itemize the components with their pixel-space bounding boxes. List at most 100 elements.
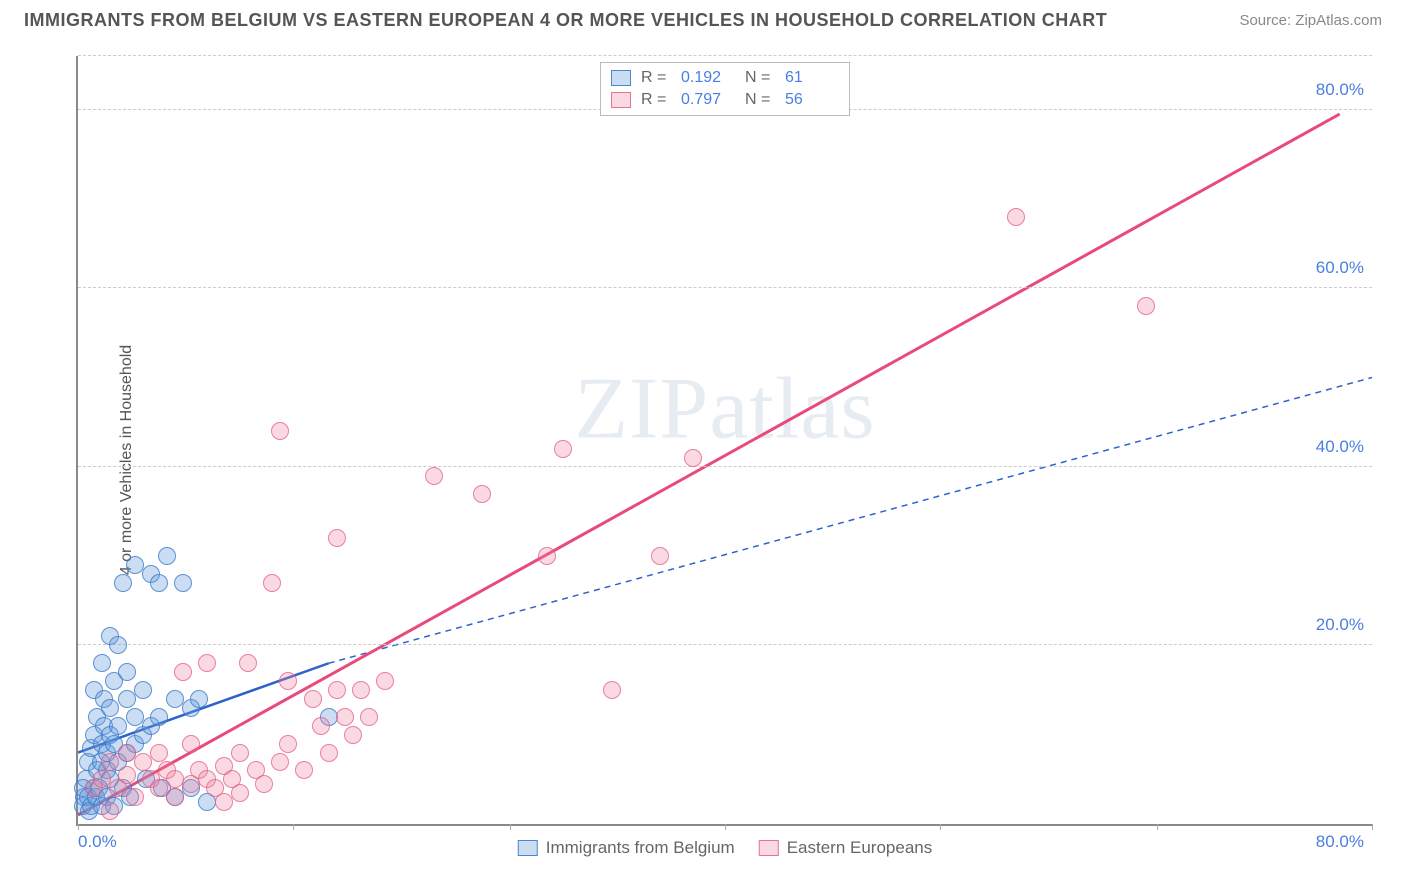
scatter-point	[118, 663, 136, 681]
scatter-point	[328, 529, 346, 547]
x-axis-max-label: 80.0%	[1316, 832, 1364, 852]
legend-swatch-icon	[611, 92, 631, 108]
chart-header: IMMIGRANTS FROM BELGIUM VS EASTERN EUROP…	[0, 0, 1406, 37]
scatter-point	[255, 775, 273, 793]
scatter-point	[126, 788, 144, 806]
legend-r-value: 0.192	[681, 69, 735, 87]
scatter-point	[166, 788, 184, 806]
scatter-point	[150, 744, 168, 762]
scatter-point	[603, 681, 621, 699]
scatter-point	[109, 636, 127, 654]
scatter-point	[118, 744, 136, 762]
legend-series-item: Eastern Europeans	[759, 838, 933, 858]
scatter-point	[158, 547, 176, 565]
gridline-h	[78, 55, 1372, 56]
legend-stat-row: R = 0.192 N = 61	[611, 67, 839, 89]
legend-series-item: Immigrants from Belgium	[518, 838, 735, 858]
scatter-point	[360, 708, 378, 726]
scatter-point	[279, 672, 297, 690]
scatter-point	[1007, 208, 1025, 226]
scatter-point	[150, 708, 168, 726]
scatter-point	[182, 735, 200, 753]
scatter-point	[198, 654, 216, 672]
scatter-point	[320, 744, 338, 762]
scatter-point	[279, 735, 297, 753]
scatter-point	[190, 690, 208, 708]
scatter-point	[134, 681, 152, 699]
legend-series-label: Immigrants from Belgium	[546, 838, 735, 858]
scatter-point	[554, 440, 572, 458]
legend-n-value: 56	[785, 91, 839, 109]
gridline-h	[78, 644, 1372, 645]
scatter-point	[101, 802, 119, 820]
scatter-point	[174, 663, 192, 681]
scatter-point	[538, 547, 556, 565]
scatter-point	[352, 681, 370, 699]
scatter-point	[166, 690, 184, 708]
scatter-point	[312, 717, 330, 735]
legend-n-value: 61	[785, 69, 839, 87]
chart-source: Source: ZipAtlas.com	[1239, 12, 1382, 29]
scatter-point	[473, 485, 491, 503]
legend-n-label: N =	[745, 91, 775, 109]
scatter-point	[101, 699, 119, 717]
scatter-point	[118, 690, 136, 708]
y-tick-label: 80.0%	[1316, 80, 1364, 100]
scatter-point	[93, 770, 111, 788]
x-tick	[725, 824, 726, 830]
scatter-point	[150, 574, 168, 592]
legend-series-label: Eastern Europeans	[787, 838, 933, 858]
scatter-point	[215, 793, 233, 811]
scatter-point	[1137, 297, 1155, 315]
scatter-point	[93, 654, 111, 672]
x-tick	[293, 824, 294, 830]
legend-swatch-icon	[759, 840, 779, 856]
scatter-point	[295, 761, 313, 779]
scatter-point	[263, 574, 281, 592]
gridline-h	[78, 466, 1372, 467]
watermark: ZIPatlas	[574, 359, 875, 460]
scatter-point	[425, 467, 443, 485]
scatter-point	[271, 422, 289, 440]
chart-title: IMMIGRANTS FROM BELGIUM VS EASTERN EUROP…	[24, 10, 1107, 31]
legend-r-value: 0.797	[681, 91, 735, 109]
scatter-point	[328, 681, 346, 699]
legend-r-label: R =	[641, 69, 671, 87]
x-tick	[940, 824, 941, 830]
scatter-point	[150, 779, 168, 797]
scatter-point	[304, 690, 322, 708]
gridline-h	[78, 287, 1372, 288]
scatter-point	[118, 766, 136, 784]
scatter-point	[271, 753, 289, 771]
legend-swatch-icon	[518, 840, 538, 856]
scatter-point	[114, 574, 132, 592]
x-tick	[510, 824, 511, 830]
legend-stat-row: R = 0.797 N = 56	[611, 89, 839, 111]
scatter-point	[231, 744, 249, 762]
scatter-point	[166, 770, 184, 788]
trend-lines	[78, 56, 1372, 824]
plot-region: ZIPatlas R =0.192N =61R =0.797N =56 0.0%…	[76, 56, 1372, 826]
scatter-point	[651, 547, 669, 565]
scatter-point	[684, 449, 702, 467]
y-tick-label: 40.0%	[1316, 437, 1364, 457]
legend-swatch-icon	[611, 70, 631, 86]
scatter-point	[231, 784, 249, 802]
scatter-point	[126, 556, 144, 574]
x-tick	[1372, 824, 1373, 830]
scatter-point	[344, 726, 362, 744]
scatter-point	[134, 753, 152, 771]
legend-correlation: R = 0.192 N = 61 R = 0.797 N = 56	[600, 62, 850, 116]
y-tick-label: 20.0%	[1316, 615, 1364, 635]
scatter-point	[101, 753, 119, 771]
scatter-point	[174, 574, 192, 592]
legend-r-label: R =	[641, 91, 671, 109]
scatter-point	[239, 654, 257, 672]
x-tick	[1157, 824, 1158, 830]
scatter-point	[109, 717, 127, 735]
scatter-point	[126, 708, 144, 726]
chart-area: 4 or more Vehicles in Household ZIPatlas…	[24, 46, 1382, 874]
legend-n-label: N =	[745, 69, 775, 87]
x-tick	[78, 824, 79, 830]
y-tick-label: 60.0%	[1316, 258, 1364, 278]
